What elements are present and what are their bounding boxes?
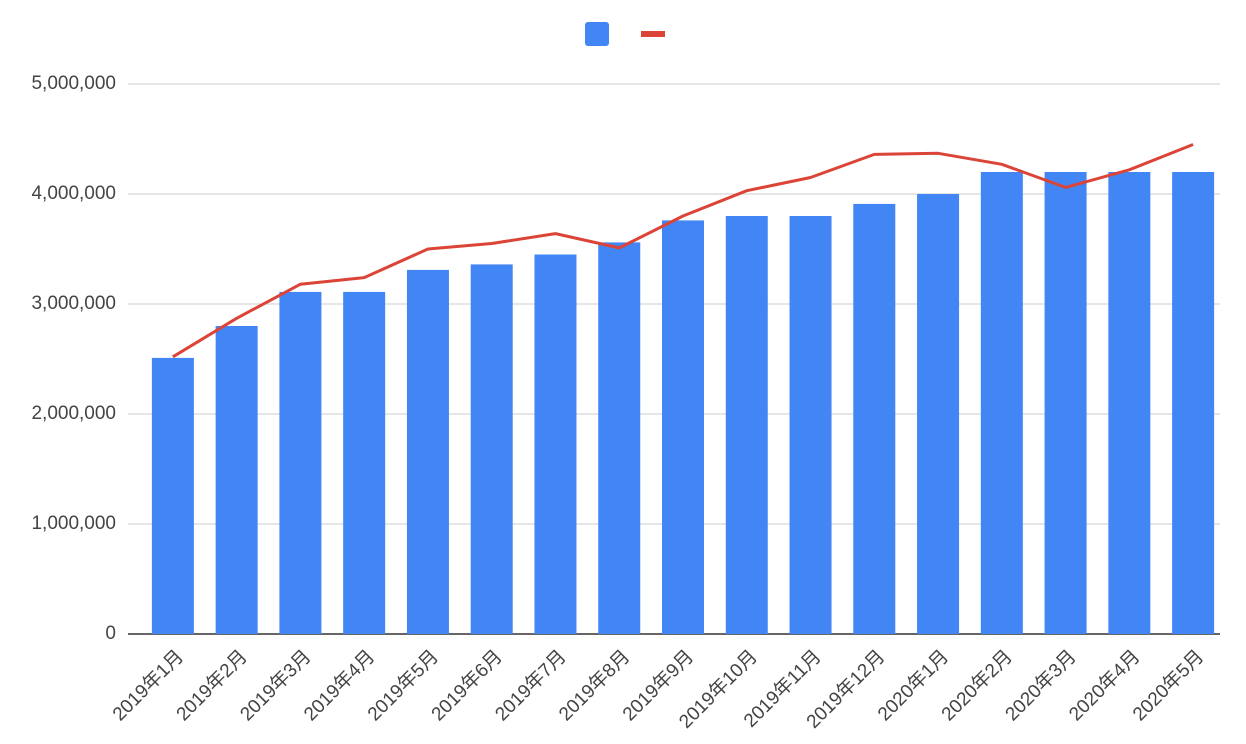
- bar: [1108, 172, 1151, 634]
- y-tick-label: 3,000,000: [31, 293, 116, 314]
- bar: [725, 216, 768, 634]
- bar: [1044, 172, 1087, 634]
- bar: [598, 242, 641, 634]
- bar: [853, 203, 896, 634]
- bar: [406, 269, 449, 634]
- legend-swatch: [585, 22, 609, 46]
- bar: [215, 326, 258, 634]
- bar: [1172, 172, 1215, 634]
- y-tick-label: 4,000,000: [31, 183, 116, 204]
- bar: [662, 220, 704, 634]
- bar: [917, 194, 960, 634]
- y-tick-label: 2,000,000: [31, 403, 116, 424]
- bar: [789, 216, 832, 634]
- y-tick-label: 0: [105, 623, 116, 644]
- y-tick-label: 5,000,000: [31, 73, 116, 94]
- y-tick-label: 1,000,000: [31, 513, 116, 534]
- legend-swatch: [641, 31, 665, 37]
- line: [172, 143, 1194, 359]
- bar: [343, 291, 386, 634]
- bar: [980, 172, 1023, 634]
- bar: [470, 264, 513, 634]
- bar: [151, 357, 194, 634]
- bar: [534, 254, 577, 634]
- bar: [279, 291, 322, 634]
